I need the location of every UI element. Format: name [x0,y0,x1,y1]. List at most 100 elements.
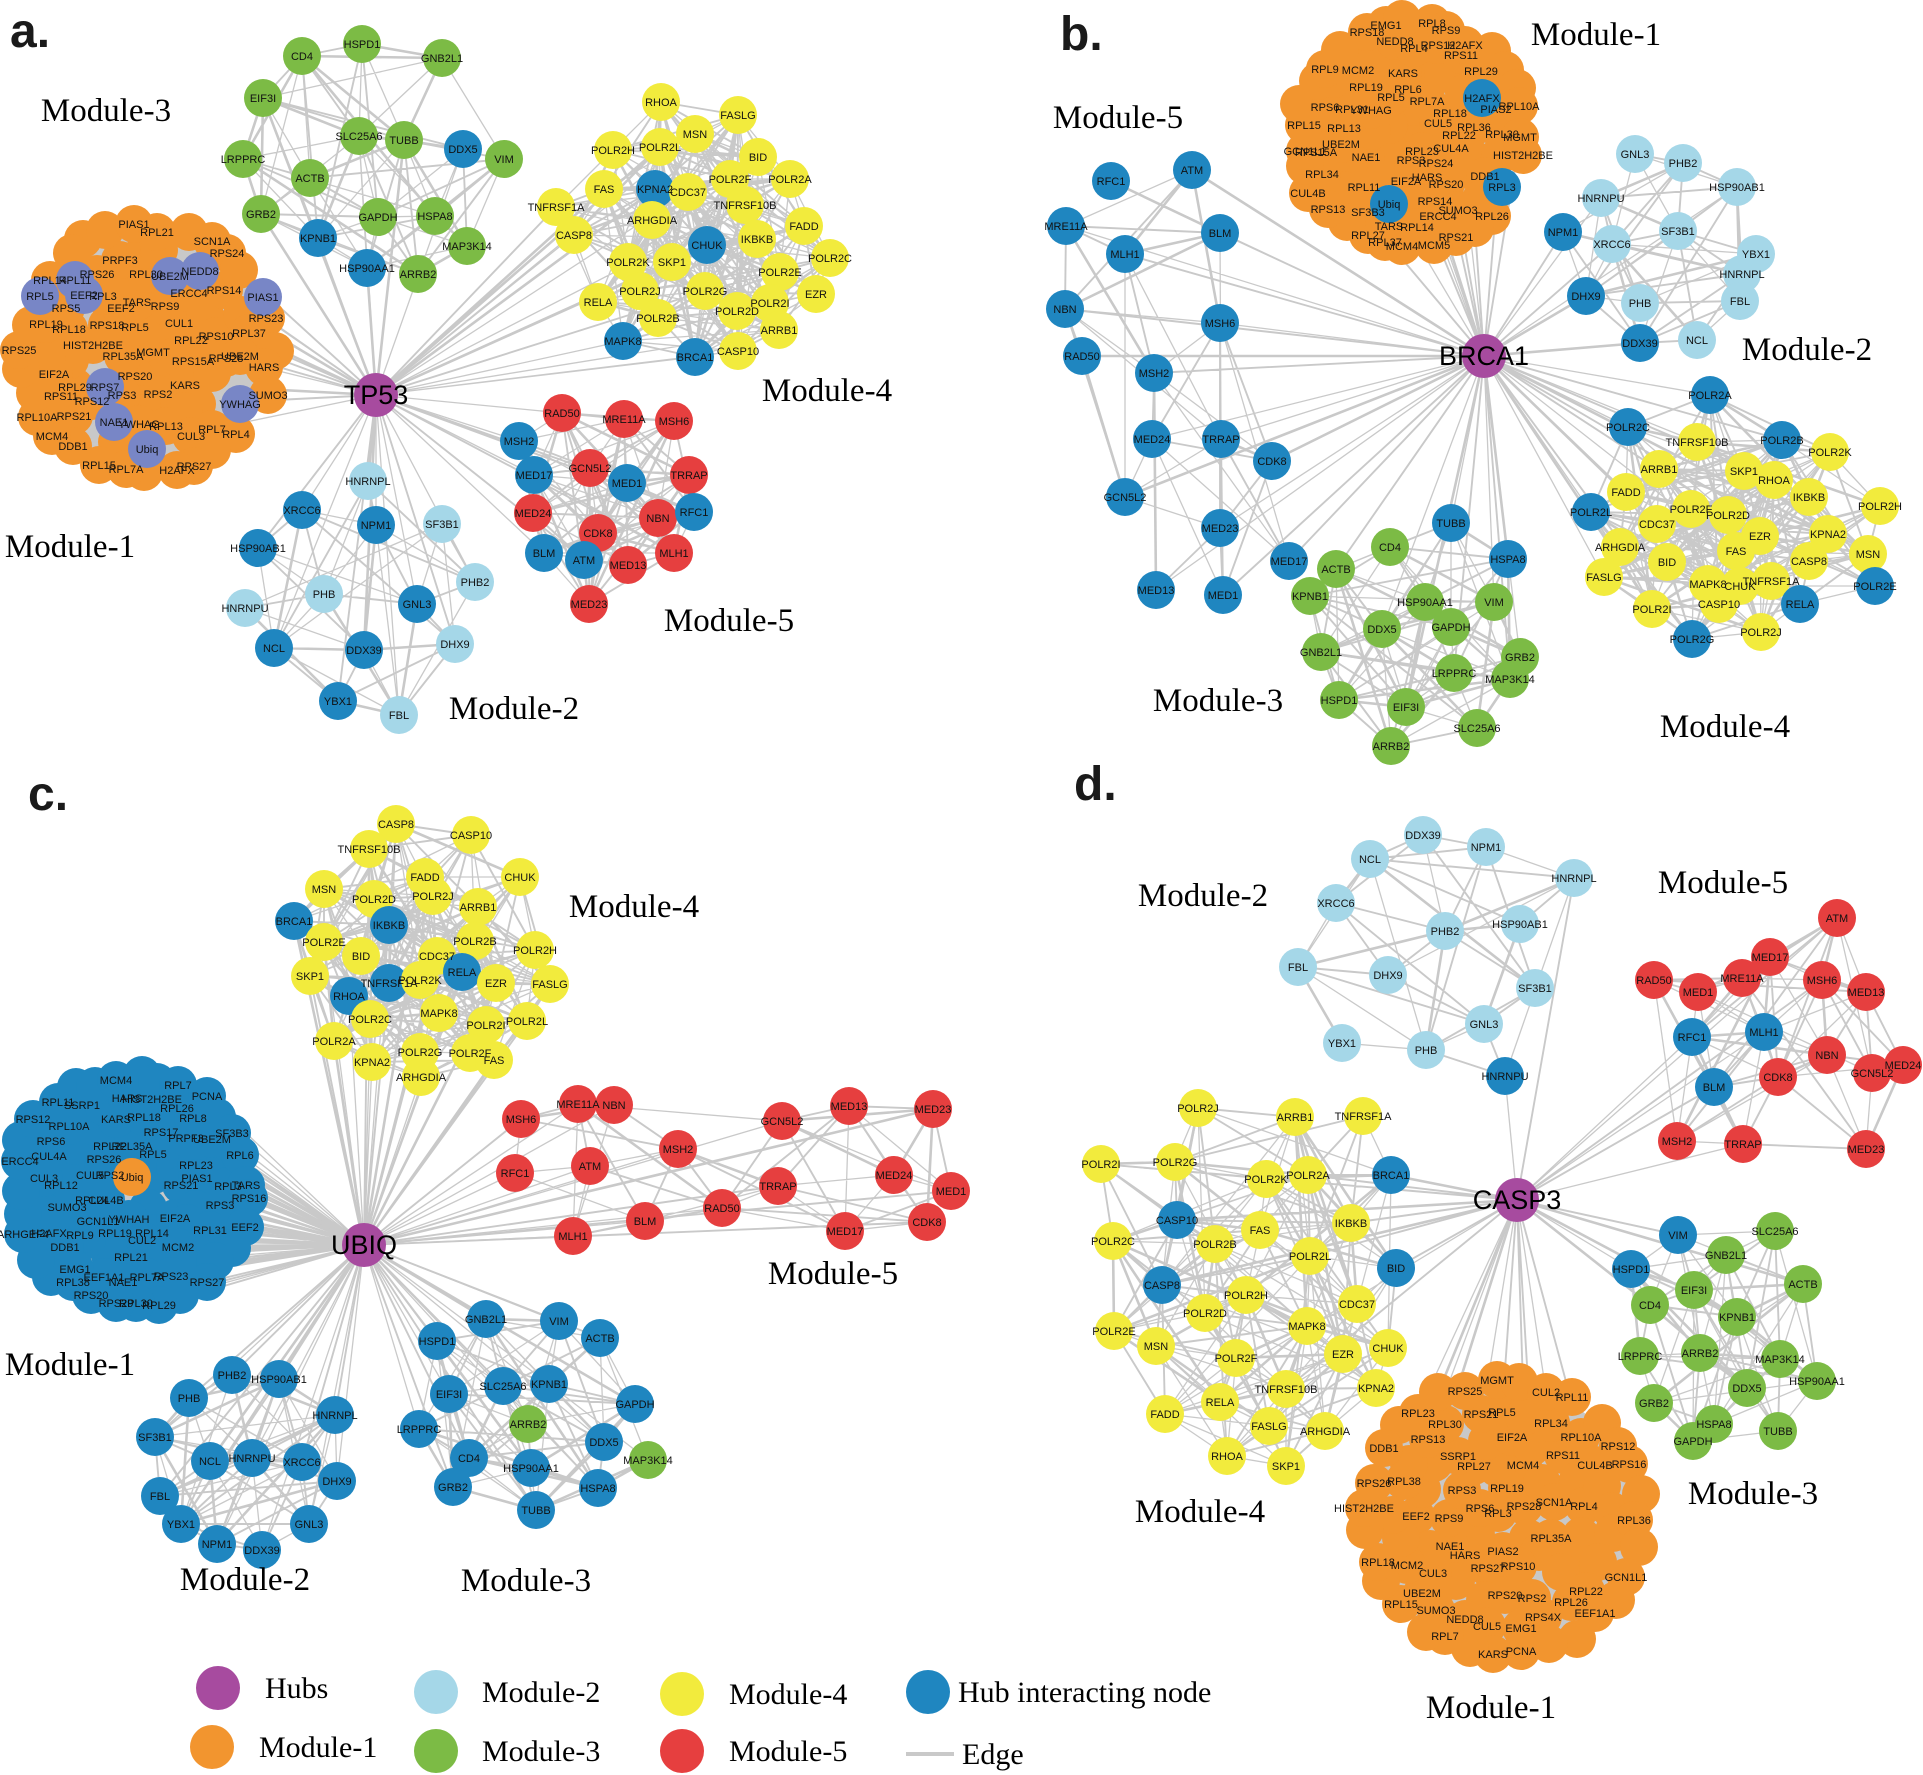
svg-text:MSN: MSN [683,129,708,141]
svg-text:RPL5: RPL5 [26,291,54,303]
svg-text:DDX39: DDX39 [1622,338,1657,350]
svg-text:NAE1: NAE1 [100,417,129,429]
svg-text:BID: BID [749,152,767,164]
svg-text:Module-4: Module-4 [729,1678,847,1711]
svg-text:NEDD8: NEDD8 [1376,36,1413,48]
svg-text:RHOA: RHOA [333,991,365,1003]
svg-text:RPS10: RPS10 [199,331,234,343]
svg-text:RPL11: RPL11 [1556,1392,1589,1404]
svg-text:FADD: FADD [1150,1409,1179,1421]
svg-text:RPS21: RPS21 [57,411,92,423]
svg-text:ARRB2: ARRB2 [1682,1348,1719,1360]
svg-text:NAE1: NAE1 [1352,152,1381,164]
svg-text:UBE2M: UBE2M [1322,139,1360,151]
svg-text:MED17: MED17 [516,470,553,482]
svg-text:ACTB: ACTB [585,1333,614,1345]
svg-text:MAPK8: MAPK8 [1689,579,1726,591]
svg-text:MED13: MED13 [1848,987,1885,999]
svg-text:PHB: PHB [1415,1045,1438,1057]
svg-text:POLR2L: POLR2L [639,142,681,154]
svg-text:GRB2: GRB2 [1505,652,1535,664]
svg-text:UBE2M: UBE2M [151,271,189,283]
svg-text:Module-5: Module-5 [1053,100,1183,136]
svg-text:NAE1: NAE1 [109,1277,138,1289]
svg-text:RPS2: RPS2 [144,389,173,401]
svg-text:FAS: FAS [484,1055,505,1067]
svg-text:DDX5: DDX5 [448,144,477,156]
svg-text:EMG1: EMG1 [59,1264,90,1276]
svg-text:CDC37: CDC37 [670,187,706,199]
svg-text:Module-4: Module-4 [1135,1494,1265,1530]
svg-text:PRPF3: PRPF3 [102,255,137,267]
svg-text:SF3B1: SF3B1 [425,519,459,531]
svg-text:UBE2M: UBE2M [221,351,259,363]
svg-text:RFC1: RFC1 [1678,1032,1707,1044]
svg-text:RPS29: RPS29 [99,1298,134,1310]
svg-text:RPL34: RPL34 [1305,169,1339,181]
svg-text:MRE11A: MRE11A [1044,221,1088,233]
svg-text:BID: BID [1387,1263,1405,1275]
svg-text:HSP90AB1: HSP90AB1 [230,543,286,555]
svg-text:CUL3: CUL3 [30,1173,58,1185]
svg-text:PHB2: PHB2 [461,577,490,589]
svg-text:FADD: FADD [1611,487,1640,499]
svg-text:CD4: CD4 [1379,542,1401,554]
svg-text:TUBB: TUBB [389,135,418,147]
svg-text:POLR2L: POLR2L [1570,507,1612,519]
svg-text:TUBB: TUBB [1763,1426,1792,1438]
svg-text:RAD50: RAD50 [704,1203,739,1215]
svg-text:MGMT: MGMT [136,347,170,359]
svg-text:Module-4: Module-4 [762,373,892,409]
svg-text:MAPK8: MAPK8 [1288,1321,1325,1333]
svg-text:POLR2E: POLR2E [1092,1326,1135,1338]
svg-text:FAS: FAS [1250,1225,1271,1237]
svg-text:TNFRSF1A: TNFRSF1A [528,202,586,214]
svg-text:RPL21: RPL21 [140,227,174,239]
svg-text:EIF3I: EIF3I [1393,702,1419,714]
svg-text:GRB2: GRB2 [246,209,276,221]
svg-text:MCM2: MCM2 [162,1242,194,1254]
svg-text:ACTB: ACTB [1321,564,1350,576]
svg-text:RPS6: RPS6 [1466,1503,1495,1515]
svg-text:KPNA2: KPNA2 [1810,529,1846,541]
svg-text:BRCA1: BRCA1 [677,352,714,364]
svg-text:Module-3: Module-3 [482,1735,600,1768]
svg-text:POLR2C: POLR2C [1606,422,1650,434]
svg-text:MED24: MED24 [515,508,552,520]
svg-text:RPL19: RPL19 [98,1228,132,1240]
svg-text:PHB2: PHB2 [1431,926,1460,938]
svg-text:RELA: RELA [1206,1397,1235,1409]
svg-text:RPS3: RPS3 [1397,155,1426,167]
svg-text:POLR2G: POLR2G [683,286,728,298]
svg-text:RPS20: RPS20 [118,371,153,383]
svg-text:RPS13: RPS13 [1311,204,1346,216]
svg-text:RPL38: RPL38 [1387,1476,1421,1488]
svg-text:SLC25A6: SLC25A6 [479,1381,526,1393]
svg-text:SKP1: SKP1 [296,971,324,983]
svg-text:KPNB1: KPNB1 [300,233,336,245]
svg-text:H2AFX: H2AFX [31,1228,67,1240]
svg-text:SCN1A: SCN1A [1536,1497,1573,1509]
svg-text:RPL19: RPL19 [29,319,63,331]
svg-text:d.: d. [1074,758,1117,811]
svg-text:RPL14: RPL14 [135,1228,169,1240]
svg-text:LRPPRC: LRPPRC [397,1424,442,1436]
svg-text:RPS2: RPS2 [96,1170,125,1182]
svg-text:a.: a. [10,5,50,58]
svg-text:NBN: NBN [1815,1050,1838,1062]
svg-text:RPS24: RPS24 [1419,158,1454,170]
svg-text:MED13: MED13 [1138,585,1175,597]
svg-text:KARS: KARS [101,1114,131,1126]
svg-text:CDK8: CDK8 [583,528,612,540]
svg-text:MCM2: MCM2 [1342,65,1374,77]
svg-text:RPL13: RPL13 [149,421,183,433]
svg-text:RPS2: RPS2 [1518,1593,1547,1605]
svg-text:RPL30: RPL30 [119,1298,153,1310]
svg-text:POLR2J: POLR2J [619,286,661,298]
svg-text:RPL4: RPL4 [1570,1501,1598,1513]
svg-text:CHUK: CHUK [1724,581,1756,593]
svg-text:HSP90AB1: HSP90AB1 [1492,919,1548,931]
svg-text:ERCC4: ERCC4 [170,288,207,300]
svg-text:POLR2J: POLR2J [412,891,454,903]
svg-text:RAD50: RAD50 [1064,351,1099,363]
